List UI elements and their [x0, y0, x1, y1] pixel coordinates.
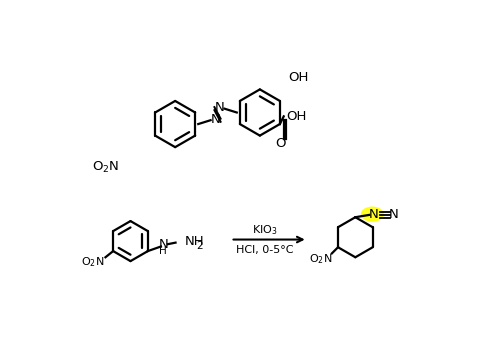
Text: HCl, 0-5°C: HCl, 0-5°C — [237, 244, 294, 255]
Text: OH: OH — [288, 71, 309, 84]
Ellipse shape — [361, 207, 383, 221]
Text: OH: OH — [286, 110, 306, 123]
Text: N: N — [158, 238, 168, 251]
Text: N: N — [369, 208, 379, 221]
Text: N: N — [389, 208, 399, 221]
Text: N: N — [210, 113, 220, 126]
Text: O$_2$N: O$_2$N — [92, 161, 119, 175]
Text: KIO$_3$: KIO$_3$ — [252, 224, 278, 237]
Text: H: H — [158, 246, 167, 256]
Text: NH: NH — [185, 235, 204, 248]
Text: O: O — [276, 137, 286, 150]
Text: O$_2$N: O$_2$N — [81, 255, 104, 269]
Text: N: N — [215, 102, 225, 114]
Text: O$_2$N: O$_2$N — [309, 252, 332, 266]
Text: 2: 2 — [196, 242, 203, 252]
